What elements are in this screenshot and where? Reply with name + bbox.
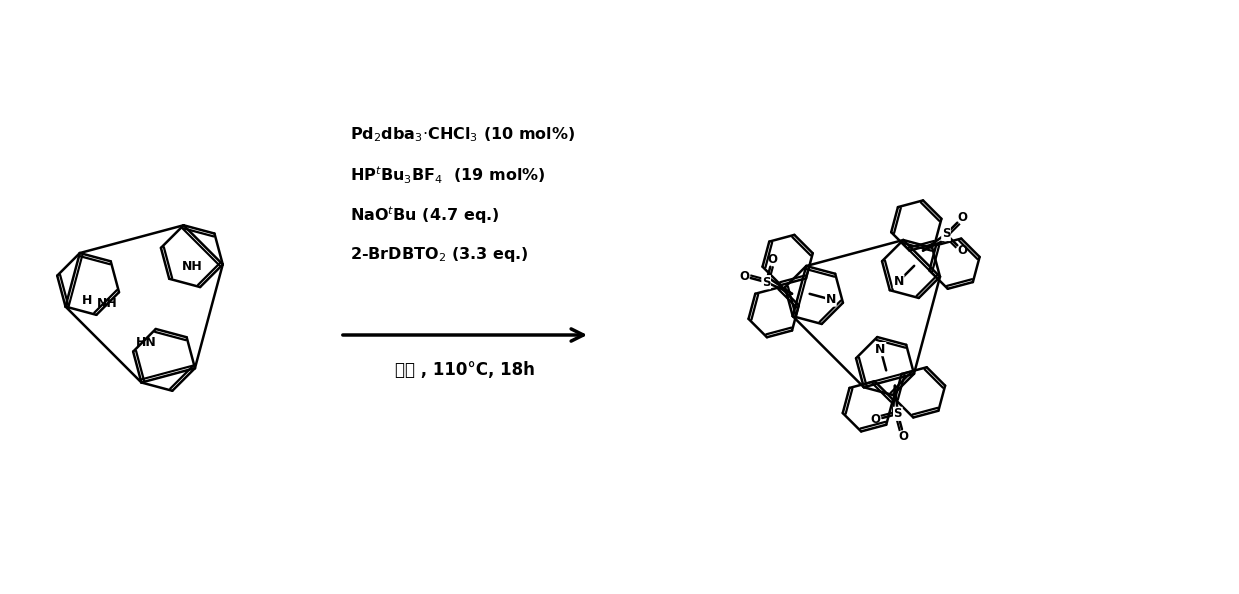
Text: S: S — [762, 276, 771, 289]
Text: 2-BrDBTO$_2$ (3.3 eq.): 2-BrDBTO$_2$ (3.3 eq.) — [349, 245, 529, 264]
Text: H: H — [82, 294, 93, 307]
Text: O: O — [738, 270, 748, 283]
Text: NaO$^t$Bu (4.7 eq.): NaO$^t$Bu (4.7 eq.) — [349, 204, 499, 226]
Text: Pd$_2$dba$_3$$\cdot$CHCl$_3$ (10 mol%): Pd$_2$dba$_3$$\cdot$CHCl$_3$ (10 mol%) — [349, 126, 575, 144]
Text: HP$^t$Bu$_3$BF$_4$  (19 mol%): HP$^t$Bu$_3$BF$_4$ (19 mol%) — [349, 165, 545, 186]
Text: N: N — [875, 343, 886, 356]
Text: O: O — [898, 429, 908, 443]
Text: NH: NH — [97, 296, 118, 309]
Text: O: O — [958, 244, 968, 257]
Text: O: O — [871, 413, 881, 426]
Text: HN: HN — [135, 336, 156, 349]
Text: O: O — [958, 211, 968, 224]
Text: 甲芯 , 110°C, 18h: 甲芯 , 110°C, 18h — [395, 361, 535, 379]
Text: S: S — [893, 407, 902, 421]
Text: NH: NH — [182, 260, 203, 273]
Text: S: S — [942, 228, 950, 241]
Text: N: N — [893, 275, 903, 288]
Text: O: O — [767, 254, 777, 267]
Text: N: N — [825, 293, 836, 306]
